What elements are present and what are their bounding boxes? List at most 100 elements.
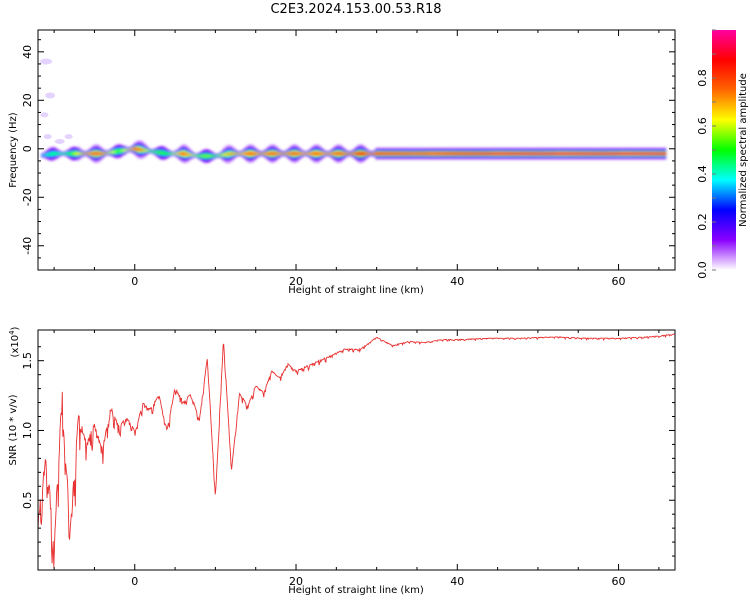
ridge-cell [264,152,268,155]
ridge-cell [355,152,358,155]
ridge-cell [466,152,469,155]
ridge-cell [244,152,247,155]
ridge-cell [216,155,219,157]
ridge-cell [103,152,106,154]
ridge-cell [115,150,118,153]
ridge-cell [71,152,74,156]
ridge-cell [615,152,618,155]
ridge-cell [502,152,505,155]
ridge-cell [621,152,624,155]
spectrogram-xtick-label: 60 [612,275,626,288]
ridge-cell [188,153,191,156]
ridge-cell [246,152,249,155]
ridge-cell [480,152,483,155]
ridge-cell [597,152,600,155]
ridge-cell [280,153,284,155]
ridge-cell [452,152,455,155]
ridge-cell [379,152,382,155]
ridge-cell [639,152,643,155]
ridge-cell [240,153,243,155]
ridge-cell [57,152,60,155]
ridge-cell [421,152,425,155]
ridge-cell [494,152,497,155]
ridge-cell [609,152,612,155]
ridge-cell [256,152,260,155]
ridge-cell [393,152,397,155]
snr-ylabel: SNR (10 * v/v) [8,394,19,465]
ridge-cell [657,152,661,155]
ridge-cell [436,152,439,155]
ridge-cell [91,152,94,155]
ridge-cell [591,152,594,155]
ridge-cell [544,152,548,155]
ridge-cell [272,152,276,156]
ridge-cell [305,153,308,155]
ridge-cell [387,152,391,155]
ridge-cell [542,152,546,155]
ridge-cell [450,152,453,155]
ridge-cell [238,153,241,155]
ridge-cell [583,152,586,155]
ridge-cell [492,152,495,155]
ridge-cell [137,148,141,151]
ridge-cell [383,152,387,155]
ridge-cell [204,154,207,158]
ridge-cell [508,152,512,155]
ridge-cell [321,152,324,155]
ridge-cell [333,152,336,155]
ridge-cell [500,152,503,155]
ridge-cell [385,152,389,155]
ridge-cell [647,152,651,155]
ridge-cell [194,155,197,156]
ridge-cell [482,152,485,155]
ridge-cell [526,152,530,155]
ridge-cell [607,152,610,155]
ridge-cell [206,154,209,158]
ridge-cell [369,153,372,155]
ridge-cell [563,152,566,155]
ridge-cell [643,152,647,155]
ridge-cell [266,152,270,155]
ridge-cell [518,152,522,155]
spectral-spot [40,58,53,65]
ridge-cell [581,152,584,155]
snr-scale-label: (x104) [8,326,21,357]
ridge-cell [171,153,175,155]
ridge-cell [282,153,286,155]
ridge-cell [317,152,320,156]
spectral-spot [43,134,52,140]
ridge-cell [399,152,403,155]
snr-ytick-label: 1.5 [21,352,34,370]
ridge-cell [135,147,139,151]
ridge-cell [121,149,124,152]
ridge-cell [73,152,76,156]
ridge-cell [169,153,173,155]
ridge-cell [474,152,477,155]
snr-ticks: 0 20 40 60 1.5 1.0 0.5 [21,330,675,588]
ridge-cell [349,153,352,155]
ridge-cell [357,152,360,155]
ridge-cell [53,152,56,155]
ridge-cell [573,152,576,155]
ridge-cell [476,152,479,155]
ridge-cell [552,152,556,155]
ridge-cell [234,152,237,155]
ridge-cell [397,152,401,155]
ridge-cell [95,152,98,156]
ridge-cell [87,153,90,155]
snr-xtick-label: 60 [612,575,626,588]
ridge-cell [534,152,538,155]
ridge-cell [395,152,399,155]
spectrogram-scatter [40,58,73,145]
ridge-cell [460,152,463,155]
ridge-cell [490,152,493,155]
ridge-cell [161,151,165,155]
ridge-cell [143,149,147,152]
ridge-cell [260,153,264,155]
ridge-cell [59,153,62,155]
ridge-cell [252,152,255,155]
ridge-cell [579,152,582,155]
ridge-cell [625,152,628,155]
ridge-cell [567,152,570,155]
ridge-cell [165,152,169,155]
